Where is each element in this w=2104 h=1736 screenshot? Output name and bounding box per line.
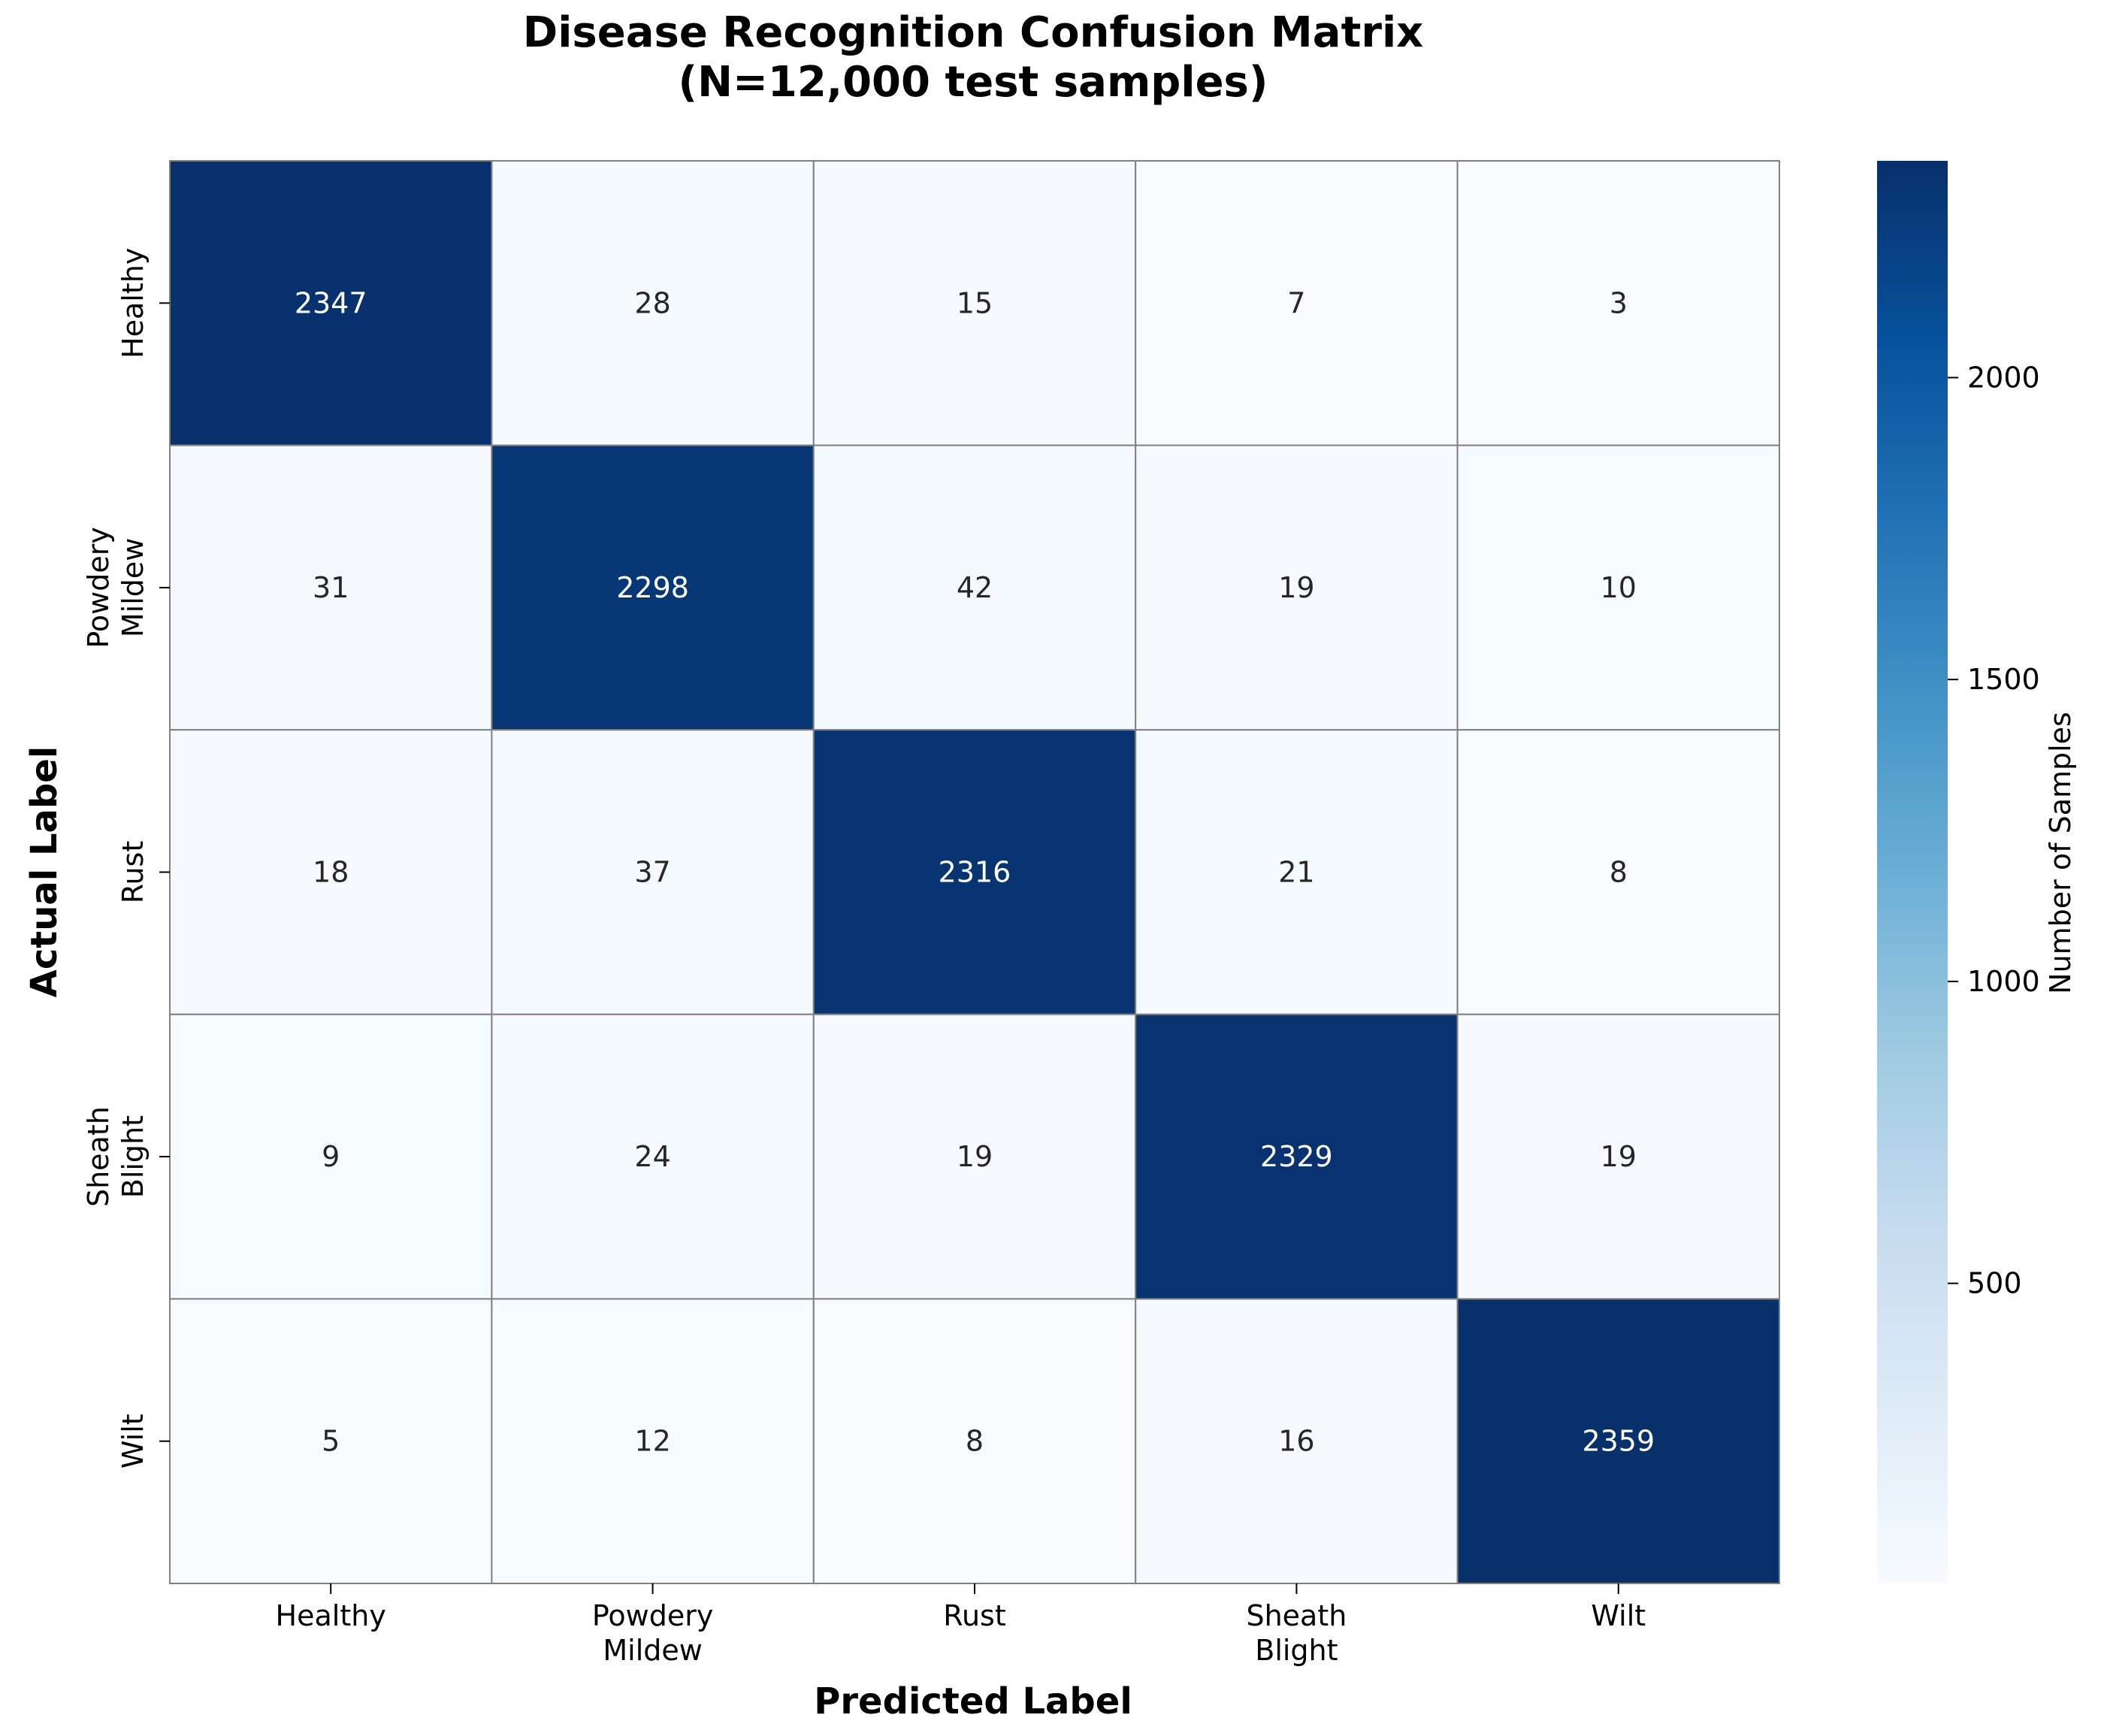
cell-value-r0-c1: 28	[634, 286, 670, 319]
colorbar-tick-label: 1500	[1967, 663, 2040, 696]
chart-title-line-2: (N=12,000 test samples)	[679, 58, 1268, 107]
heatmap-cell-r3-c1	[491, 1013, 815, 1300]
heatmap-cell-r4-c0	[169, 1298, 493, 1585]
x-tick-label: Healthy	[276, 1599, 386, 1632]
cell-value-r1-c3: 19	[1278, 571, 1314, 604]
y-tick-label: Sheath	[82, 1106, 115, 1207]
colorbar-label: Number of Samples	[2044, 712, 2077, 994]
cell-value-r2-c0: 18	[313, 856, 349, 889]
heatmap-cell-r2-c2	[812, 729, 1137, 1015]
cell-value-r2-c4: 8	[1610, 856, 1628, 889]
cell-value-r1-c1: 2298	[616, 571, 689, 604]
heatmap-cell-r1-c1	[491, 444, 815, 731]
colorbar-tick-label: 500	[1967, 1267, 2022, 1300]
colorbar: 500 1000 1500 2000	[1877, 161, 2040, 1583]
x-axis-label: Predicted Label	[814, 1680, 1132, 1722]
y-tick-label: Mildew	[116, 538, 150, 637]
cell-value-r1-c0: 31	[313, 571, 349, 604]
y-tick-label: Wilt	[116, 1414, 150, 1468]
heatmap-cell-r1-c4	[1456, 444, 1780, 731]
heatmap-cell-r0-c4	[1456, 160, 1780, 446]
x-tick-label: Wilt	[1591, 1599, 1646, 1632]
heatmap-cell-r0-c1	[491, 160, 815, 446]
heatmap-cell-r0-c3	[1135, 160, 1459, 446]
cell-value-r4-c4: 2359	[1582, 1425, 1655, 1458]
cell-value-r3-c4: 19	[1601, 1140, 1637, 1173]
x-tick-label: Mildew	[603, 1634, 702, 1667]
cell-value-r3-c3: 2329	[1260, 1140, 1333, 1173]
cell-value-r0-c0: 2347	[295, 286, 367, 319]
cell-value-r1-c2: 42	[957, 571, 993, 604]
x-tick-label: Sheath	[1246, 1599, 1347, 1632]
chart-title: Disease Recognition Confusion Matrix (N=…	[523, 8, 1424, 107]
cell-value-r4-c3: 16	[1278, 1425, 1314, 1458]
cell-value-r3-c0: 9	[322, 1140, 340, 1173]
heatmap-cell-r0-c2	[812, 160, 1137, 446]
cell-value-r0-c4: 3	[1610, 286, 1628, 319]
cell-value-r0-c3: 7	[1287, 286, 1305, 319]
y-axis-label: Actual Label	[23, 746, 65, 998]
heatmap-cell-r3-c3	[1135, 1013, 1459, 1300]
heatmap-cell-r2-c4	[1456, 729, 1780, 1015]
heatmap-cell-labels: 2347 28 15 7 3 31 2298 42 19 10 18 37 2316 21 8 9 24 19 23…	[295, 286, 1655, 1457]
heatmap-cell-r1-c2	[812, 444, 1137, 731]
y-tick-label: Blight	[116, 1115, 150, 1198]
heatmap-cell-r2-c3	[1135, 729, 1459, 1015]
y-tick-label: Powdery	[82, 527, 115, 649]
x-tick-label: Rust	[943, 1599, 1005, 1632]
colorbar-gradient	[1877, 161, 1948, 1583]
chart-title-line-1: Disease Recognition Confusion Matrix	[523, 8, 1424, 57]
heatmap-cell-r4-c1	[491, 1298, 815, 1585]
heatmap-cell-r4-c4	[1456, 1298, 1780, 1585]
cell-value-r4-c1: 12	[634, 1425, 670, 1458]
x-tick-label: Powdery	[592, 1599, 714, 1632]
heatmap-cells	[169, 160, 1780, 1585]
y-tick-label: Rust	[116, 841, 150, 903]
cell-value-r2-c3: 21	[1278, 856, 1314, 889]
heatmap-cell-r4-c2	[812, 1298, 1137, 1585]
cell-value-r4-c2: 8	[966, 1425, 984, 1458]
cell-value-r3-c2: 19	[957, 1140, 993, 1173]
heatmap-cell-r3-c4	[1456, 1013, 1780, 1300]
heatmap-cell-r3-c2	[812, 1013, 1137, 1300]
y-tick-label: Healthy	[116, 248, 150, 358]
cell-value-r2-c2: 2316	[939, 856, 1011, 889]
cell-value-r2-c1: 37	[634, 856, 670, 889]
cell-value-r4-c0: 5	[322, 1425, 340, 1458]
cell-value-r3-c1: 24	[634, 1140, 670, 1173]
cell-value-r1-c4: 10	[1601, 571, 1637, 604]
x-tick-label: Blight	[1255, 1634, 1338, 1667]
colorbar-tick-label: 1000	[1967, 965, 2040, 998]
cell-value-r0-c2: 15	[957, 286, 993, 319]
colorbar-tick-label: 2000	[1967, 361, 2040, 394]
heatmap-cell-r1-c0	[169, 444, 493, 731]
heatmap-cell-r0-c0	[169, 160, 493, 446]
heatmap-cell-r2-c1	[491, 729, 815, 1015]
y-axis-ticks: Healthy Powdery Mildew Rust Sheath Blight Wilt	[82, 248, 170, 1468]
